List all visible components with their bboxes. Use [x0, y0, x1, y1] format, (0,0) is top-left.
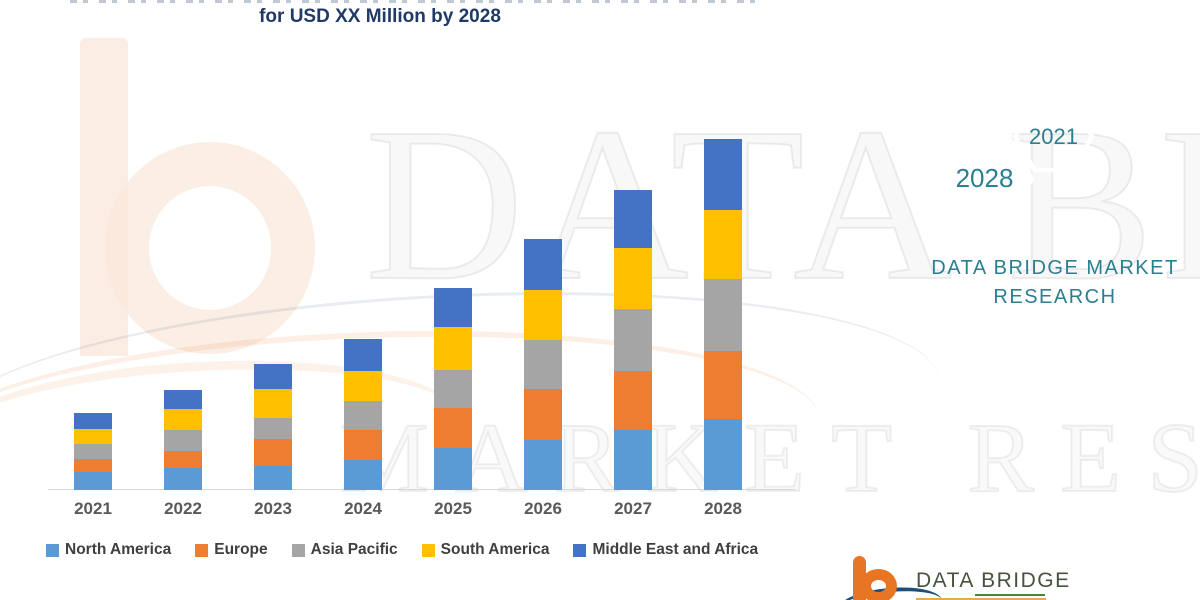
bar-segment — [344, 401, 382, 430]
legend-item: Middle East and Africa — [573, 541, 758, 559]
bar-segment — [614, 430, 652, 490]
bar-segment — [704, 351, 742, 419]
bar-segment — [254, 418, 292, 439]
legend-label: South America — [440, 541, 550, 558]
bar-segment — [164, 430, 202, 451]
x-tick-label: 2024 — [344, 499, 382, 518]
legend-swatch-icon — [573, 543, 587, 557]
x-tick-label: 2027 — [614, 499, 652, 518]
x-axis-line — [48, 489, 796, 490]
legend-label: Middle East and Africa — [592, 541, 759, 558]
bar-segment — [524, 239, 562, 290]
bar-segment — [164, 409, 202, 430]
stacked-bar-2028 — [704, 139, 742, 490]
stacked-bar-2023 — [254, 364, 292, 490]
bar-segment — [254, 389, 292, 418]
bar-segment — [74, 459, 112, 472]
bar-segment — [254, 439, 292, 466]
bar-segment — [704, 139, 742, 210]
stacked-bar-2021 — [74, 413, 112, 490]
x-tick-label: 2023 — [254, 499, 292, 518]
bar-segment — [74, 413, 112, 429]
bar-segment — [614, 248, 652, 309]
bar-segment — [704, 279, 742, 351]
chart-legend: North America Europe Asia Pacific South Ame… — [46, 541, 758, 559]
bar-segment — [524, 389, 562, 440]
x-tick-label: 2026 — [524, 499, 562, 518]
cropped-title-line — [70, 0, 760, 3]
stacked-bar-2027 — [614, 190, 652, 490]
legend-swatch-icon — [291, 543, 305, 557]
stacked-bar-2024 — [344, 339, 382, 490]
bar-segment — [344, 430, 382, 460]
legend-item: Asia Pacific — [291, 541, 398, 559]
bar-segment — [434, 370, 472, 408]
stacked-bar-2022 — [164, 390, 202, 490]
bar-segment — [344, 339, 382, 371]
bar-segment — [614, 190, 652, 248]
legend-swatch-icon — [46, 543, 59, 557]
bar-segment — [614, 309, 652, 371]
bar-segment — [434, 408, 472, 448]
legend-item: South America — [421, 541, 550, 559]
bar-segment — [344, 460, 382, 490]
bar-segment — [164, 390, 202, 409]
bar-segment — [164, 468, 202, 490]
bar-segment — [704, 210, 742, 279]
bar-segment — [524, 440, 562, 490]
legend-label: Europe — [214, 541, 268, 558]
bar-segment — [524, 290, 562, 340]
chart-title: for USD XX Million by 2028 — [259, 6, 501, 27]
bar-segment — [74, 429, 112, 444]
x-tick-label: 2021 — [74, 499, 112, 518]
legend-item: North America — [46, 541, 171, 559]
stacked-bar-2026 — [524, 239, 562, 490]
bar-segment — [254, 364, 292, 389]
bar-segment — [164, 451, 202, 468]
bar-segment — [434, 288, 472, 327]
bar-segment — [74, 444, 112, 459]
legend-swatch-icon — [421, 543, 435, 557]
legend-label: North America — [65, 541, 172, 558]
bar-segment — [344, 371, 382, 401]
x-tick-label: 2028 — [704, 499, 742, 518]
legend-swatch-icon — [195, 543, 209, 557]
legend-label: Asia Pacific — [310, 541, 398, 558]
legend-item: Europe — [195, 541, 268, 559]
x-tick-label: 2022 — [164, 499, 202, 518]
bar-segment — [254, 466, 292, 490]
bar-segment — [74, 472, 112, 490]
bar-segment — [434, 448, 472, 490]
bar-segment — [614, 371, 652, 430]
x-tick-label: 2025 — [434, 499, 472, 518]
bar-segment — [704, 419, 742, 490]
bar-segment — [524, 340, 562, 389]
bar-segment — [434, 327, 472, 370]
stacked-bar-2025 — [434, 288, 472, 490]
